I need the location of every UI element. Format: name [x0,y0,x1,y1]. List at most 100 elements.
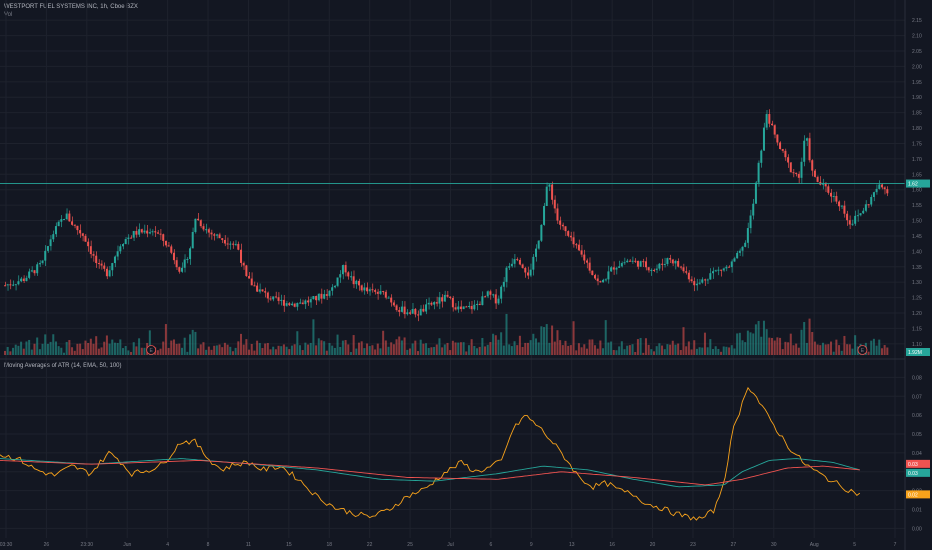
candle-body [197,218,200,221]
price-axis[interactable]: 2.15 2.10 2.05 2.00 1.95 1.90 1.85 1.80 1.75 1.70… [912,18,922,348]
volume-bar [197,348,200,355]
candle-body [510,263,513,267]
volume-bar [347,344,350,355]
candle-body [213,234,216,236]
candle-body [701,279,704,283]
volume-bar [113,342,116,355]
candle-body [299,302,302,304]
candle-body [878,184,881,189]
value-badges: 1.62 1.92M 0.03 0.03 0.02 [906,179,930,499]
candle-body [433,302,436,305]
candle-body [339,274,342,278]
volume-bar [191,329,194,355]
candle-body [478,303,481,306]
indicator-title[interactable]: Moving Averages of ATR (14, EMA, 50, 100… [4,363,122,369]
volume-bar [103,341,106,355]
volume-bar [130,351,133,355]
candle-body [762,127,765,151]
volume-bar [231,351,234,355]
candle-body [315,296,318,301]
volume-bar [411,343,414,355]
candle-body [870,196,873,205]
volume-bar [824,344,827,355]
candle-body [258,289,261,292]
volume-bar [108,343,111,355]
volume-bar [880,348,883,355]
candle-body [502,281,505,287]
volume-bar [46,343,49,355]
candle-body [71,221,74,225]
price-tick-label: 2.00 [912,64,922,70]
candle-body [261,289,264,292]
candle-body [140,229,143,233]
candle-body [172,252,175,261]
volume-bar [312,319,315,355]
volume-bar [205,349,208,355]
volume-bar [172,339,175,355]
candle-body [376,291,379,294]
volume-badge [906,348,930,356]
volume-bar [830,341,833,355]
volume-bar [580,347,583,355]
volume-bar [679,350,682,355]
volume-bar [543,327,546,355]
volume-bar [33,343,36,355]
candle-body [146,230,149,234]
volume-bar [465,351,468,355]
volume-bar [805,342,808,355]
volume-bar [28,339,31,355]
candle-body [240,249,243,263]
volume-bar [510,346,513,355]
candle-body [577,244,580,251]
candle-body [712,271,715,274]
candle-body [250,278,253,286]
volume-bar [379,348,382,355]
candle-body [49,239,52,247]
time-tick-label: 5 [853,542,856,548]
candle-body [537,240,540,249]
candle-body [290,303,293,306]
volume-bar [148,330,151,355]
time-axis[interactable]: 03:30 26 23:30 Jun 4 8 11 15 18 22 25 Jul 6 9 13 16 20 23… [0,542,897,548]
volume-bar [623,349,626,355]
candle-body [14,284,17,286]
candle-body [500,286,503,299]
symbol-title[interactable]: WESTPORT FUEL SYSTEMS INC, 1h, Cboe BZX [4,4,138,10]
candle-body [269,298,272,300]
volume-bar [156,350,159,355]
candle-body [414,308,417,315]
candle-body [175,260,178,268]
candle-body [164,240,167,246]
price-tick-label: 1.75 [912,141,922,147]
volume-bar [425,343,428,355]
volume-bar [706,347,709,355]
candle-body [880,184,883,188]
volume-bar [68,340,71,355]
volume-bar [596,348,599,355]
price-tick-label: 1.80 [912,126,922,132]
candle-body [580,250,583,255]
atr-tick-label: 0.08 [912,375,922,381]
time-tick-label: 30 [771,542,777,548]
candle-body [293,303,296,307]
candle-body [653,269,656,271]
volume-bar [476,348,479,355]
volume-bar [870,340,873,355]
candle-body [97,263,100,265]
candle-body [360,285,363,291]
atr-axis[interactable]: 0.080.070.060.050.040.030.020.010.00 [912,375,922,532]
volume-legend[interactable]: Vol [4,12,13,18]
volume-bar [690,349,693,355]
volume-bar [808,318,811,355]
candle-body [588,262,591,271]
candle-body [87,241,90,247]
candle-body [105,268,108,277]
volume-bar [36,337,39,355]
volume-bar [575,350,578,355]
volume-bar [800,329,803,355]
candle-body [277,297,280,301]
candle-body [100,263,103,266]
candle-body [618,266,621,268]
